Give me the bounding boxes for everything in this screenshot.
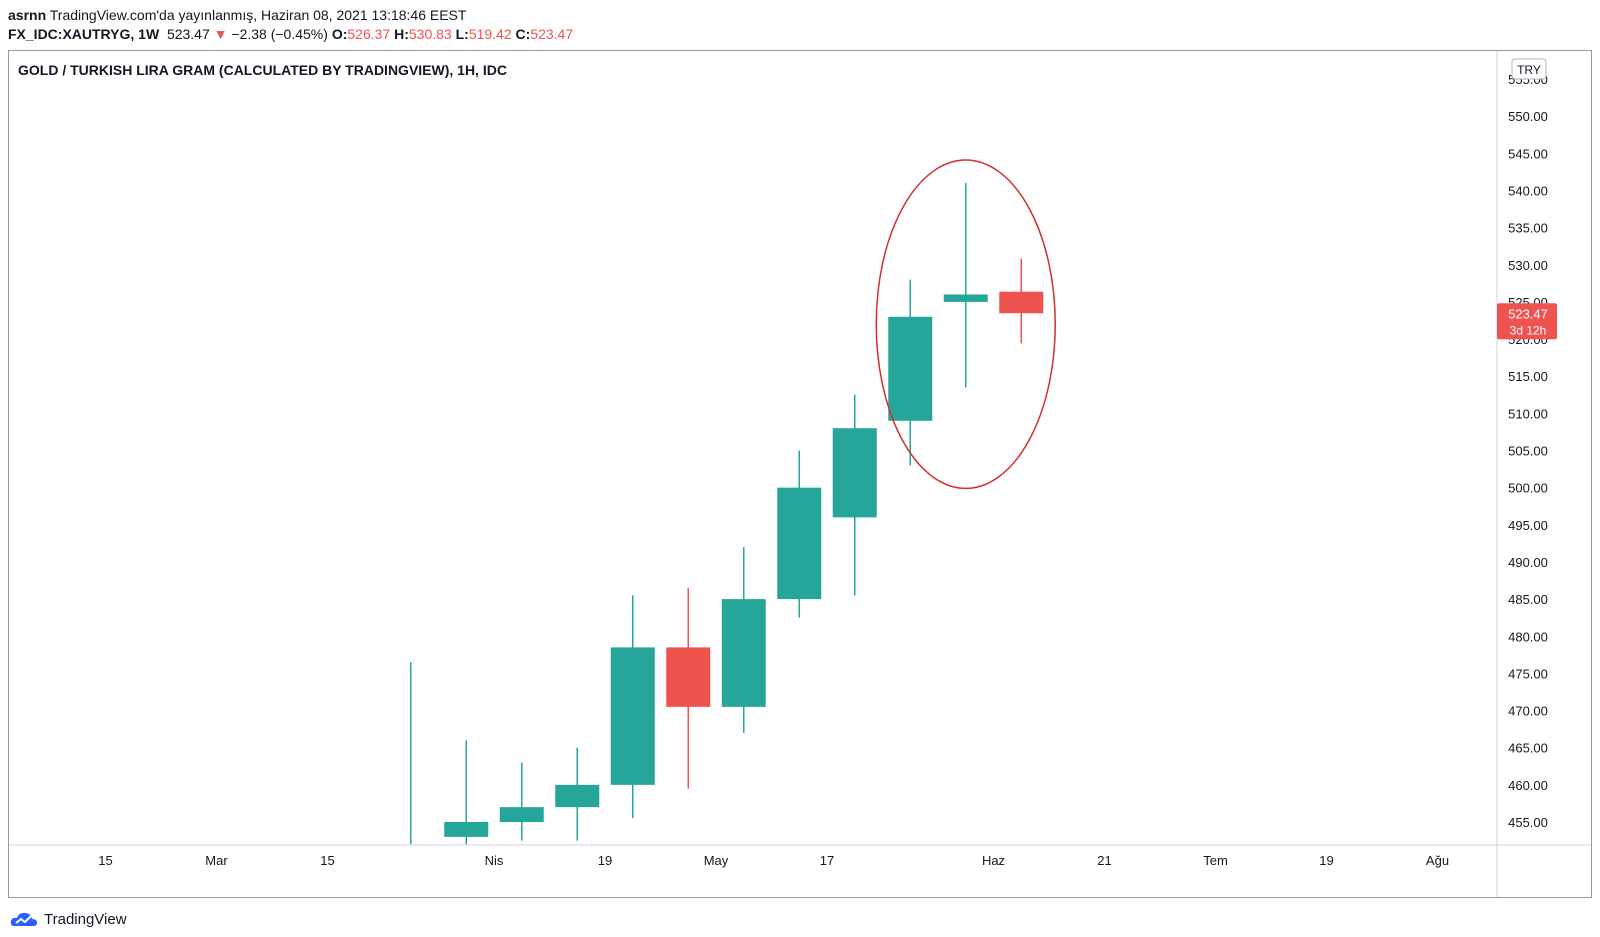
candles-layer	[410, 183, 1044, 845]
candle-body	[555, 784, 600, 808]
y-tick-label: 465.00	[1508, 741, 1548, 756]
ohlc-legend: FX_IDC:XAUTRYG, 1W 523.47 ▼ −2.38 (−0.45…	[8, 25, 573, 43]
footer-brand[interactable]: TradingView	[10, 908, 127, 930]
candle[interactable]	[666, 587, 711, 789]
last-price-badge-value: 523.47	[1508, 306, 1548, 321]
y-tick-label: 500.00	[1508, 481, 1548, 496]
candle[interactable]	[555, 747, 600, 841]
chart-title: GOLD / TURKISH LIRA GRAM (CALCULATED BY …	[18, 62, 507, 78]
high-value: 530.83	[408, 26, 452, 42]
y-tick-label: 455.00	[1508, 815, 1548, 830]
y-tick-label: 515.00	[1508, 369, 1548, 384]
x-tick-label: Haz	[982, 853, 1005, 868]
x-tick-label: Nis	[485, 853, 504, 868]
y-tick-label: 495.00	[1508, 518, 1548, 533]
down-arrow-icon: ▼	[213, 26, 228, 42]
candle[interactable]	[777, 450, 822, 618]
x-tick-label: Tem	[1203, 853, 1228, 868]
x-tick-label: 17	[820, 853, 834, 868]
x-tick-label: Ağu	[1426, 853, 1449, 868]
y-tick-label: 540.00	[1508, 183, 1548, 198]
x-tick-label: Mar	[205, 853, 228, 868]
high-label: H:	[394, 26, 409, 42]
y-tick-label: 490.00	[1508, 555, 1548, 570]
price-axis[interactable]: 455.00 460.00 465.00 470.00 475.00 480.00 485.…	[1496, 51, 1548, 897]
open-value: 526.37	[347, 26, 391, 42]
time-axis[interactable]: 15 Mar 15 Nis 19 May 17 Haz 21 Tem 19 Ağu	[9, 844, 1591, 868]
tradingview-cloud-icon	[10, 912, 38, 926]
y-tick-label: 545.00	[1508, 146, 1548, 161]
candle[interactable]	[832, 394, 877, 596]
x-tick-label: 15	[320, 853, 334, 868]
y-tick-label: 530.00	[1508, 258, 1548, 273]
bar-countdown: 3d 12h	[1510, 323, 1547, 337]
currency-badge-label: TRY	[1517, 63, 1541, 77]
y-tick-label: 535.00	[1508, 221, 1548, 236]
x-tick-label: 15	[98, 853, 112, 868]
candle[interactable]	[888, 279, 933, 466]
candle-body	[943, 294, 988, 302]
last-price-badge: 523.47 3d 12h	[1497, 303, 1557, 340]
candle[interactable]	[610, 595, 655, 819]
open-label: O:	[331, 26, 348, 42]
candle[interactable]	[943, 183, 988, 388]
published-text: TradingView.com'da yayınlanmış, Haziran …	[49, 7, 467, 23]
candle-body	[888, 316, 933, 421]
x-tick-label: 19	[598, 853, 612, 868]
y-tick-label: 460.00	[1508, 778, 1548, 793]
x-tick-label: 21	[1097, 853, 1111, 868]
annotation-ellipse[interactable]	[875, 159, 1056, 490]
close-label: C:	[515, 26, 531, 42]
candle-body	[666, 647, 711, 707]
x-tick-label: 19	[1319, 853, 1333, 868]
published-line: asrnn TradingView.com'da yayınlanmış, Ha…	[8, 6, 466, 24]
candle-body	[610, 647, 655, 785]
candle-body	[499, 807, 544, 822]
candle[interactable]	[721, 547, 766, 733]
y-tick-label: 505.00	[1508, 444, 1548, 459]
y-tick-label: 510.00	[1508, 406, 1548, 421]
low-label: L:	[455, 26, 469, 42]
chart-panel[interactable]	[8, 50, 1592, 898]
last-price: 523.47	[166, 26, 210, 42]
y-tick-label: 475.00	[1508, 666, 1548, 681]
symbol-label: FX_IDC:XAUTRYG, 1W	[8, 26, 160, 42]
y-tick-label: 480.00	[1508, 629, 1548, 644]
close-value: 523.47	[530, 26, 574, 42]
y-tick-label: 485.00	[1508, 592, 1548, 607]
candle-body	[444, 822, 489, 837]
low-value: 519.42	[468, 26, 512, 42]
candle[interactable]	[999, 258, 1044, 344]
candle-body	[721, 599, 766, 707]
candle-body	[832, 428, 877, 518]
candle-body	[777, 487, 822, 600]
x-tick-label: May	[704, 853, 729, 868]
author-name[interactable]: asrnn	[8, 7, 47, 23]
candle[interactable]	[444, 740, 489, 845]
candle[interactable]	[499, 762, 544, 841]
footer-brand-label: TradingView	[44, 910, 127, 928]
price-change: −2.38 (−0.45%)	[231, 26, 328, 42]
currency-badge[interactable]: TRY	[1511, 58, 1547, 80]
y-tick-label: 550.00	[1508, 109, 1548, 124]
y-tick-label: 470.00	[1508, 704, 1548, 719]
candle-body	[999, 291, 1044, 314]
